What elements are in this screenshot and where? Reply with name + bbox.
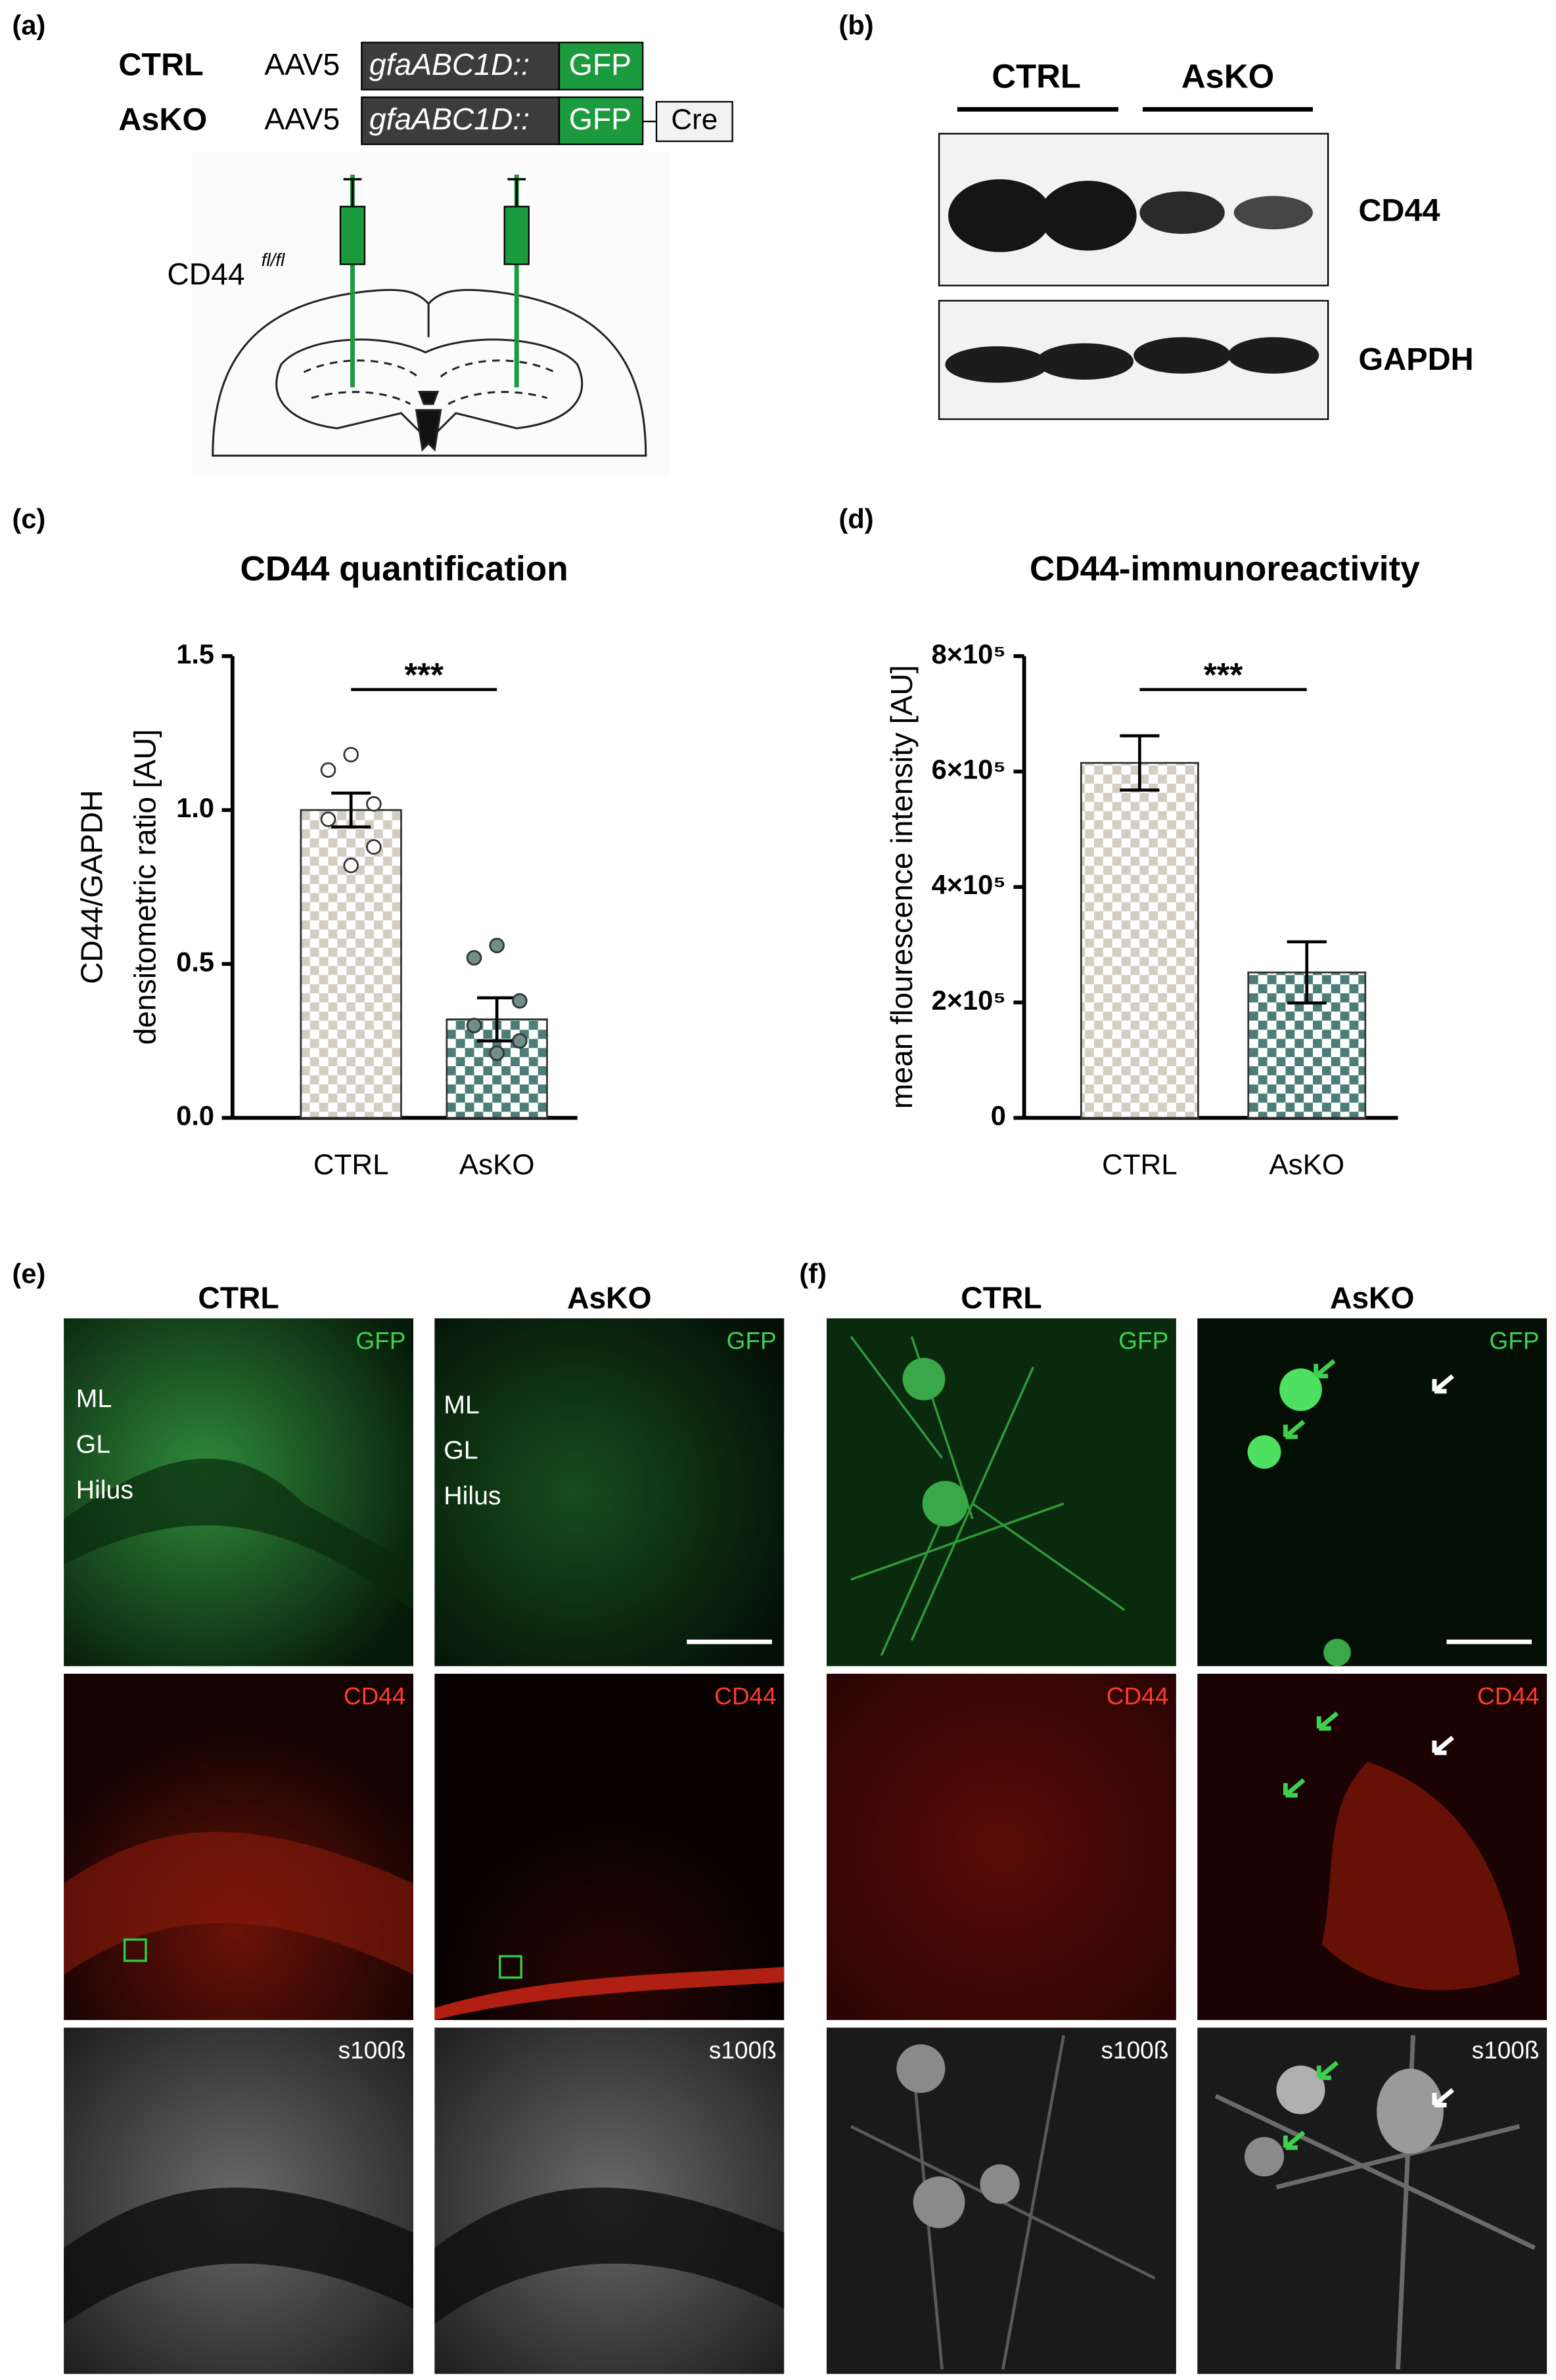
bar <box>300 809 402 1119</box>
y-tick-label: 1.0 <box>176 792 214 823</box>
group-label: CTRL <box>992 58 1081 95</box>
channel-label: s100ß <box>1472 2036 1540 2063</box>
panel-label: (d) <box>839 503 874 534</box>
y-axis-label: densitometric ratio [AU] <box>128 729 162 1044</box>
panel-label: (f) <box>799 1258 827 1289</box>
mouse-line-superscript: fl/fl <box>262 250 285 270</box>
region-label: Hilus <box>76 1475 133 1504</box>
significance-label: *** <box>404 656 444 694</box>
micrographs-f <box>827 1318 1547 2374</box>
reporter: GFP <box>569 102 631 136</box>
band-label: GAPDH <box>1358 342 1473 377</box>
error-bar <box>1287 940 1327 1005</box>
vector: AAV5 <box>264 47 340 81</box>
promoter-box <box>361 41 561 91</box>
reporter-box <box>558 41 644 91</box>
channel-label: CD44 <box>1477 1683 1540 1710</box>
injection-syringes <box>339 174 530 388</box>
x-tick-label: CTRL <box>313 1148 389 1180</box>
data-point <box>489 1045 505 1062</box>
promoter-box <box>361 96 561 145</box>
x-tick-label: CTRL <box>1102 1148 1178 1180</box>
promoter: gfaABC1D:: <box>369 102 530 136</box>
channel-label: CD44 <box>344 1683 406 1710</box>
y-tick-label: 2×10⁵ <box>932 985 1006 1016</box>
column-label: CTRL <box>961 1280 1041 1314</box>
row-name: CTRL <box>118 47 203 83</box>
region-label: ML <box>444 1390 480 1419</box>
y-tick-label: 4×10⁵ <box>932 869 1006 900</box>
y-tick-label: 0.5 <box>176 946 214 977</box>
region-label: ML <box>76 1384 112 1413</box>
recombinase-box <box>655 101 733 143</box>
error-bar <box>477 996 517 1043</box>
data-point <box>320 811 336 827</box>
chart-title: CD44 quantification <box>240 549 568 588</box>
error-bar <box>1120 734 1160 792</box>
panel-label: (a) <box>12 10 46 41</box>
y-tick-label: 1.5 <box>176 639 214 669</box>
brain-diagram <box>191 152 670 477</box>
band-label: CD44 <box>1358 193 1440 229</box>
channel-label: GFP <box>1490 1328 1540 1355</box>
group-label: AsKO <box>1181 58 1274 95</box>
x-tick-label: AsKO <box>459 1148 535 1180</box>
channel-label: GFP <box>727 1328 777 1355</box>
significance-label: *** <box>1204 656 1243 694</box>
promoter: gfaABC1D:: <box>369 47 530 81</box>
channel-label: s100ß <box>709 2036 777 2063</box>
x-tick-label: AsKO <box>1269 1148 1344 1180</box>
micrographs-e <box>64 1318 785 2374</box>
column-label: AsKO <box>1330 1280 1414 1314</box>
channel-label: CD44 <box>1107 1683 1169 1710</box>
data-point <box>366 796 382 812</box>
data-point <box>512 993 528 1009</box>
recombinase: Cre <box>671 104 718 136</box>
y-axis-label: CD44/GAPDH <box>75 790 109 984</box>
y-axis-label: mean flourescence intensity [AU] <box>884 665 919 1109</box>
channel-label: GFP <box>355 1328 405 1355</box>
region-label: GL <box>444 1436 478 1465</box>
data-point <box>512 1033 528 1049</box>
column-label: AsKO <box>567 1280 651 1314</box>
panel-label: (b) <box>839 10 874 41</box>
error-bar <box>331 792 371 829</box>
mouse-line: CD44 <box>167 257 244 291</box>
region-label: GL <box>76 1429 110 1458</box>
data-point <box>366 839 382 855</box>
channel-label: s100ß <box>338 2036 406 2063</box>
data-point <box>466 950 482 966</box>
bar <box>1080 761 1199 1119</box>
column-label: CTRL <box>198 1280 279 1314</box>
vector: AAV5 <box>264 102 340 136</box>
y-tick-label: 8×10⁵ <box>932 639 1006 669</box>
row-name: AsKO <box>118 102 207 137</box>
data-point <box>489 937 505 954</box>
data-point <box>320 762 336 778</box>
channel-label: CD44 <box>714 1683 777 1710</box>
panel-label: (c) <box>12 503 46 534</box>
channel-label: GFP <box>1118 1328 1168 1355</box>
y-tick-label: 6×10⁵ <box>932 754 1006 785</box>
channel-label: s100ß <box>1101 2036 1169 2063</box>
y-tick-label: 0.0 <box>176 1100 214 1131</box>
reporter: GFP <box>569 47 631 81</box>
chart-title: CD44-immunoreactivity <box>1030 549 1420 588</box>
region-label: Hilus <box>444 1481 501 1510</box>
data-point <box>466 1018 482 1033</box>
data-point <box>343 857 359 874</box>
western-blot <box>938 133 1329 420</box>
y-tick-label: 0 <box>991 1100 1006 1131</box>
panel-label: (e) <box>12 1258 46 1289</box>
data-point <box>343 746 359 763</box>
